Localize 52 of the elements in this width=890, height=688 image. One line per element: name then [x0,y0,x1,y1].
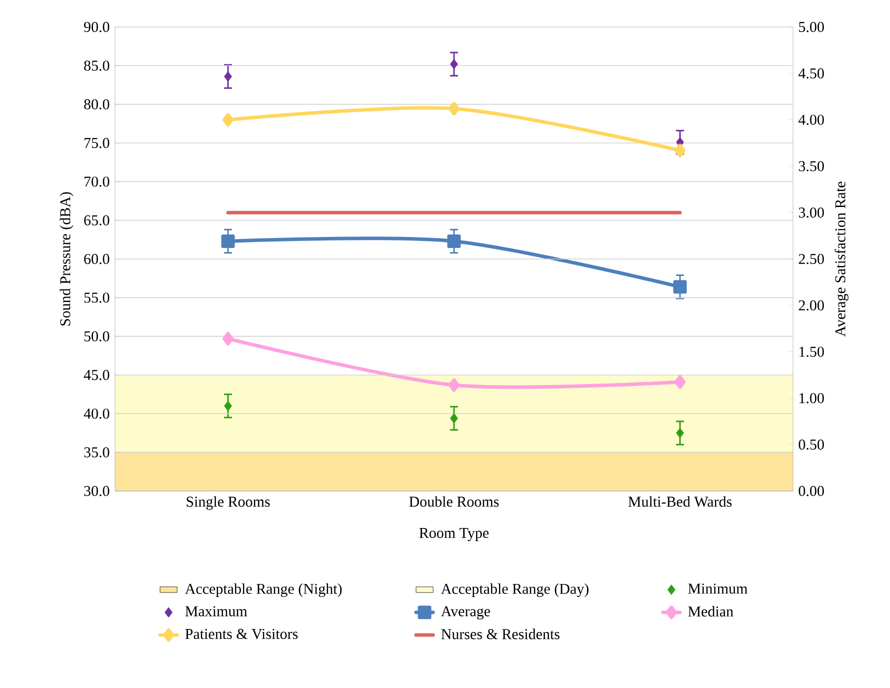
y-tick-label: 80.0 [84,99,110,110]
y-tick-label: 45.0 [84,370,110,380]
y2-tick-label: 4.00 [798,114,824,125]
y2-tick-label: 4.50 [798,68,824,78]
y-tick-label: 60.0 [84,254,110,264]
point [450,58,458,70]
y-tick-label: 50.0 [84,331,110,342]
y-tick-label: 85.0 [84,60,110,71]
point [224,71,232,82]
y2-tick-label: 1.50 [800,346,824,357]
y2-tick-label: 0.00 [798,486,824,496]
point [222,113,234,127]
x-tick-label: Double Rooms [409,496,499,507]
legend-label: Nurses & Residents [441,628,560,640]
point [448,378,460,392]
legend-label: Patients & Visitors [185,628,298,640]
y-tick-label: 30.0 [84,486,110,496]
point [222,332,234,346]
x-tick-label: Multi-Bed Wards [628,496,732,507]
point [447,234,461,248]
y2-tick-label: 3.00 [798,208,824,218]
x-tick-label: Single Rooms [186,496,270,510]
legend-label: Maximum [185,606,248,616]
point [673,280,687,294]
y-tick-label: 75.0 [84,138,110,148]
y2-tick-label: 0.50 [798,440,824,450]
y2-tick-label: 3.50 [798,161,824,172]
point [674,144,686,158]
legend-label: Average [441,606,490,620]
y2-tick-label: 5.00 [799,22,824,32]
y-tick-label: 55.0 [84,292,110,303]
point [448,102,460,116]
legend-label: Acceptable Range (Night) [185,583,342,597]
legend-label: Median [688,606,734,617]
y-tick-label: 40.0 [84,408,110,419]
y2-tick-label: 2.00 [798,300,824,310]
y2-tick-label: 2.50 [798,254,824,264]
y2-axis-title: Average Satisfaction Rate [834,182,848,337]
legend-label: Minimum [688,584,748,594]
y-tick-label: 90.0 [84,22,110,32]
y-axis-title: Sound Pressure (dBA) [60,192,74,326]
y-tick-label: 65.0 [84,215,110,226]
y-tick-label: 35.0 [84,447,110,458]
point [676,428,684,438]
x-axis-title: Room Type [419,528,489,542]
point [674,375,686,389]
point [221,234,235,248]
legend-label: Acceptable Range (Day) [441,583,588,597]
point [224,400,232,412]
y-tick-label: 70.0 [84,176,110,187]
point [450,413,458,424]
y2-tick-label: 1.00 [800,393,824,404]
